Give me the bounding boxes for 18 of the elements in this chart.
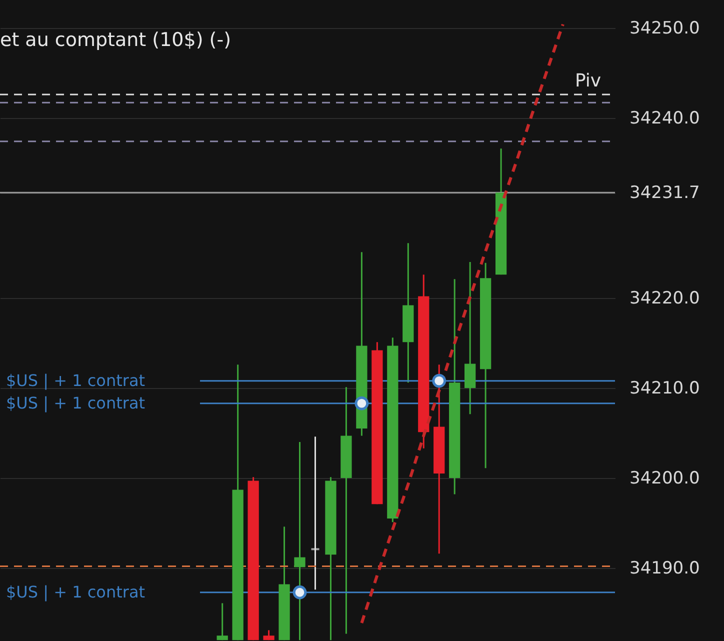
y-tick-label: 34250.0 [630, 18, 700, 38]
ref-line-label: $US | + 1 contrat [6, 370, 146, 390]
y-tick-label: 34220.0 [630, 288, 700, 308]
line-series [360, 22, 564, 624]
point [432, 374, 446, 388]
y-tick-label: 34231.7 [630, 183, 700, 204]
y-tick-label: 34200.0 [630, 468, 700, 489]
ref-line-label: Piv [574, 70, 602, 92]
annotation: et au comptant (10$) (-) [0, 29, 231, 51]
candlestick [216, 602, 228, 641]
point [292, 585, 307, 600]
y-tick-label: 34210.0 [630, 378, 700, 399]
candlestick [294, 441, 306, 641]
ref-line-label: $US | + 1 contrat [6, 393, 146, 412]
ref-line-label: $US | + 1 contrat [6, 582, 146, 602]
y-tick-label: 34240.0 [630, 108, 700, 128]
y-tick-label: 34190.0 [630, 558, 700, 579]
point [354, 396, 369, 410]
